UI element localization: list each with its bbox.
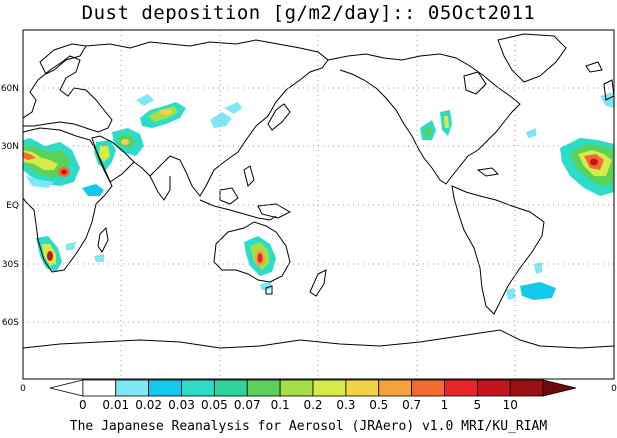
- dust-patch-southwest-us: [420, 110, 452, 140]
- coast-asia-north: [85, 39, 329, 81]
- coast-greenland: [497, 33, 567, 83]
- axis-label-right: 0: [611, 384, 617, 394]
- colorbar-box-1: [82, 379, 117, 397]
- colorbar-label-11: 1: [441, 398, 449, 412]
- grid-lines: [23, 30, 614, 379]
- colorbar-box-4: [181, 379, 215, 397]
- colorbar-label-0: 0: [79, 398, 87, 412]
- colorbar-labels: 0 0.01 0.02 0.03 0.05 0.07 0.1 0.2 0.3 0.5 0.7 1 5 10: [79, 398, 518, 412]
- coast-uk-right: [603, 79, 614, 101]
- colorbar-label-6: 0.1: [271, 398, 290, 412]
- coast-iceland: [585, 61, 603, 73]
- lat-label-60n: 60N: [1, 84, 19, 94]
- dust-patch-sahara: [23, 138, 80, 188]
- coast-north-america: [327, 53, 521, 185]
- coast-indonesia: [199, 199, 277, 221]
- colorbar-box-3: [148, 379, 182, 397]
- colorbar: [49, 379, 577, 397]
- colorbar-label-8: 0.3: [336, 398, 355, 412]
- coast-tasmania: [265, 285, 273, 295]
- lat-label-60s: 60S: [2, 318, 19, 328]
- colorbar-box-2: [115, 379, 150, 397]
- dust-patch-arabia: [82, 140, 116, 196]
- colorbar-label-9: 0.5: [369, 398, 388, 412]
- colorbar-label-12: 5: [474, 398, 482, 412]
- coast-caribbean: [476, 167, 500, 177]
- coast-japan: [267, 103, 291, 131]
- coast-australia: [213, 221, 291, 283]
- credit-line: The Japanese Reanalysis for Aerosol (JRA…: [69, 419, 548, 434]
- map-title: Dust deposition [g/m2/day]:: 05Oct2011: [81, 2, 536, 24]
- coast-borneo: [219, 187, 239, 205]
- colorbar-label-2: 0.02: [135, 398, 162, 412]
- colorbar-label-1: 0.01: [102, 398, 129, 412]
- colorbar-box-11: [411, 379, 445, 397]
- coast-arabia: [91, 135, 135, 183]
- colorbar-label-4: 0.05: [201, 398, 228, 412]
- lat-label-eq: EQ: [6, 201, 19, 211]
- colorbar-arrow-high: [542, 379, 577, 397]
- colorbar-box-5: [213, 379, 248, 397]
- coast-new-guinea: [257, 203, 292, 219]
- coast-new-zealand: [309, 269, 327, 297]
- coast-philippines: [243, 165, 255, 187]
- lat-label-30s: 30S: [2, 260, 19, 270]
- colorbar-box-14: [509, 379, 544, 397]
- colorbar-arrow-low: [49, 379, 84, 397]
- coast-south-america: [451, 185, 545, 315]
- coast-india: [149, 175, 171, 201]
- colorbar-box-6: [246, 379, 281, 397]
- colorbar-box-10: [378, 379, 413, 397]
- dust-patch-australia: [244, 236, 276, 290]
- dust-patch-atlantic-outflow: [526, 92, 614, 196]
- dust-patch-central-asia: [112, 94, 242, 156]
- colorbar-label-10: 0.7: [402, 398, 421, 412]
- dust-patches: [23, 92, 614, 300]
- coast-madagascar: [97, 226, 109, 253]
- colorbar-box-12: [444, 379, 478, 397]
- colorbar-box-7: [279, 379, 314, 397]
- dust-patch-patagonia: [94, 254, 556, 300]
- coast-antarctica: [23, 329, 614, 349]
- coastlines: [23, 33, 614, 349]
- coast-hudson-bay: [463, 71, 487, 95]
- colorbar-box-8: [312, 379, 347, 397]
- colorbar-label-7: 0.2: [303, 398, 322, 412]
- colorbar-label-5: 0.07: [234, 398, 261, 412]
- colorbar-box-13: [476, 379, 511, 397]
- colorbar-box-9: [345, 379, 380, 397]
- coast-europe: [23, 55, 113, 133]
- coast-scandinavia: [39, 43, 87, 75]
- map-frame: [22, 29, 615, 380]
- axis-label-left: 0: [20, 384, 26, 394]
- coast-asia-east: [133, 79, 301, 197]
- latitude-labels: 60N 30N EQ 30S 60S: [1, 84, 19, 328]
- colorbar-label-3: 0.03: [168, 398, 195, 412]
- colorbar-label-13: 10: [503, 398, 518, 412]
- coast-africa: [23, 127, 113, 273]
- dust-patch-southern-africa: [36, 236, 76, 272]
- lat-label-30n: 30N: [1, 142, 19, 152]
